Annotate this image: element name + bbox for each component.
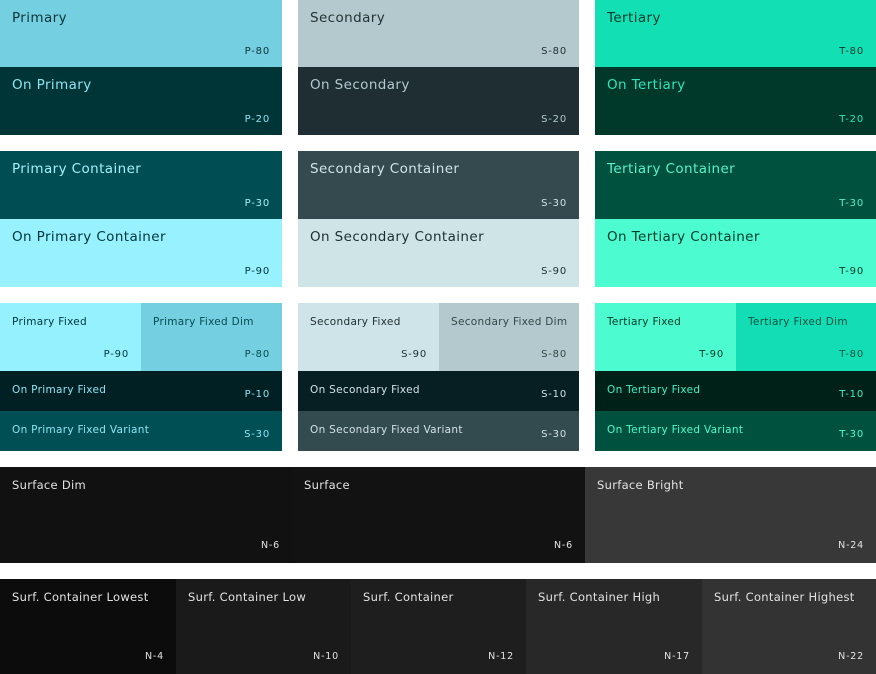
swatch-label: Primary <box>12 10 67 26</box>
swatch-tertiary-container: Tertiary Container T-30 <box>595 151 876 219</box>
swatch-tone-code: S-90 <box>401 349 427 360</box>
swatch-label: Secondary Container <box>310 161 460 177</box>
swatch-label: On Secondary Container <box>310 229 485 245</box>
swatch-label: On Primary Fixed Variant <box>12 424 150 436</box>
swatch-label: On Primary Fixed <box>12 384 107 396</box>
swatch-on-primary-fixed-variant: On Primary Fixed Variant S-30 <box>0 411 282 451</box>
swatch-surf-container: Surf. Container N-12 <box>351 579 526 674</box>
swatch-label: Secondary Fixed Dim <box>451 316 568 328</box>
swatch-on-tertiary-fixed-variant: On Tertiary Fixed Variant T-30 <box>595 411 876 451</box>
swatch-label: Primary Container <box>12 161 142 177</box>
swatch-label: Tertiary <box>607 10 661 26</box>
swatch-tone-code: T-30 <box>839 429 864 440</box>
swatch-on-primary: On Primary P-20 <box>0 67 282 135</box>
swatch-secondary: Secondary S-80 <box>298 0 579 67</box>
swatch-tone-code: N-22 <box>838 651 864 662</box>
swatch-on-tertiary: On Tertiary T-20 <box>595 67 876 135</box>
swatch-label: On Tertiary Container <box>607 229 760 245</box>
swatch-on-tertiary-fixed: On Tertiary Fixed T-10 <box>595 371 876 411</box>
swatch-tertiary: Tertiary T-80 <box>595 0 876 67</box>
swatch-tone-code: N-12 <box>488 651 514 662</box>
swatch-surf-container-lowest: Surf. Container Lowest N-4 <box>0 579 176 674</box>
swatch-primary-container: Primary Container P-30 <box>0 151 282 219</box>
swatch-label: Secondary <box>310 10 386 26</box>
swatch-label: Secondary Fixed <box>310 316 401 328</box>
swatch-label: On Secondary Fixed <box>310 384 420 396</box>
swatch-on-secondary-fixed-variant: On Secondary Fixed Variant S-30 <box>298 411 579 451</box>
swatch-tone-code: P-80 <box>244 349 270 360</box>
swatch-label: Surf. Container <box>363 590 454 604</box>
swatch-label: Surf. Container Low <box>188 590 307 604</box>
swatch-surf-container-highest: Surf. Container Highest N-22 <box>702 579 876 674</box>
swatch-primary-fixed-dim: Primary Fixed Dim P-80 <box>141 303 282 371</box>
swatch-tone-code: T-20 <box>839 114 864 125</box>
swatch-label: Tertiary Fixed Dim <box>748 316 848 328</box>
swatch-tone-code: N-6 <box>554 540 573 551</box>
swatch-label: Tertiary Container <box>607 161 736 177</box>
swatch-tone-code: T-80 <box>839 46 864 57</box>
swatch-tone-code: T-90 <box>699 349 724 360</box>
swatch-label: Surf. Container Lowest <box>12 590 149 604</box>
swatch-tone-code: S-30 <box>541 429 567 440</box>
swatch-tone-code: T-10 <box>839 389 864 400</box>
swatch-label: Primary Fixed Dim <box>153 316 254 328</box>
swatch-tone-code: T-80 <box>839 349 864 360</box>
swatch-tone-code: P-20 <box>244 114 270 125</box>
swatch-surface-dim: Surface Dim N-6 <box>0 467 292 563</box>
swatch-tone-code: S-30 <box>244 429 270 440</box>
swatch-secondary-fixed-dim: Secondary Fixed Dim S-80 <box>439 303 579 371</box>
swatch-surface: Surface N-6 <box>292 467 585 563</box>
swatch-tone-code: N-24 <box>838 540 864 551</box>
swatch-label: On Secondary <box>310 77 410 93</box>
swatch-label: On Tertiary Fixed Variant <box>607 424 744 436</box>
swatch-label: On Secondary Fixed Variant <box>310 424 463 436</box>
swatch-surf-container-low: Surf. Container Low N-10 <box>176 579 351 674</box>
swatch-on-primary-container: On Primary Container P-90 <box>0 219 282 287</box>
swatch-secondary-container: Secondary Container S-30 <box>298 151 579 219</box>
swatch-label: On Tertiary Fixed <box>607 384 701 396</box>
swatch-on-secondary: On Secondary S-20 <box>298 67 579 135</box>
swatch-tone-code: T-90 <box>839 266 864 277</box>
swatch-tone-code: P-10 <box>244 389 270 400</box>
swatch-secondary-fixed: Secondary Fixed S-90 <box>298 303 439 371</box>
swatch-label: Primary Fixed <box>12 316 88 328</box>
swatch-label: On Primary <box>12 77 92 93</box>
swatch-tone-code: S-30 <box>541 198 567 209</box>
swatch-tone-code: P-30 <box>244 198 270 209</box>
swatch-tone-code: P-90 <box>103 349 129 360</box>
swatch-tone-code: N-4 <box>145 651 164 662</box>
swatch-on-secondary-fixed: On Secondary Fixed S-10 <box>298 371 579 411</box>
swatch-label: On Primary Container <box>12 229 166 245</box>
swatch-tertiary-fixed: Tertiary Fixed T-90 <box>595 303 736 371</box>
swatch-label: Tertiary Fixed <box>607 316 682 328</box>
swatch-on-primary-fixed: On Primary Fixed P-10 <box>0 371 282 411</box>
swatch-label: Surface Dim <box>12 478 87 492</box>
swatch-tone-code: S-80 <box>541 46 567 57</box>
swatch-tone-code: T-30 <box>839 198 864 209</box>
swatch-tertiary-fixed-dim: Tertiary Fixed Dim T-80 <box>736 303 876 371</box>
swatch-tone-code: S-10 <box>541 389 567 400</box>
swatch-tone-code: N-17 <box>664 651 690 662</box>
swatch-tone-code: S-20 <box>541 114 567 125</box>
swatch-label: Surface <box>304 478 350 492</box>
swatch-tone-code: S-80 <box>541 349 567 360</box>
swatch-tone-code: N-10 <box>313 651 339 662</box>
swatch-label: Surf. Container High <box>538 590 661 604</box>
swatch-on-tertiary-container: On Tertiary Container T-90 <box>595 219 876 287</box>
swatch-tone-code: P-90 <box>244 266 270 277</box>
swatch-primary-fixed: Primary Fixed P-90 <box>0 303 141 371</box>
swatch-label: On Tertiary <box>607 77 686 93</box>
swatch-surf-container-high: Surf. Container High N-17 <box>526 579 702 674</box>
swatch-label: Surf. Container Highest <box>714 590 855 604</box>
swatch-tone-code: N-6 <box>261 540 280 551</box>
swatch-tone-code: P-80 <box>244 46 270 57</box>
swatch-label: Surface Bright <box>597 478 684 492</box>
swatch-on-secondary-container: On Secondary Container S-90 <box>298 219 579 287</box>
swatch-primary: Primary P-80 <box>0 0 282 67</box>
swatch-tone-code: S-90 <box>541 266 567 277</box>
swatch-surface-bright: Surface Bright N-24 <box>585 467 876 563</box>
